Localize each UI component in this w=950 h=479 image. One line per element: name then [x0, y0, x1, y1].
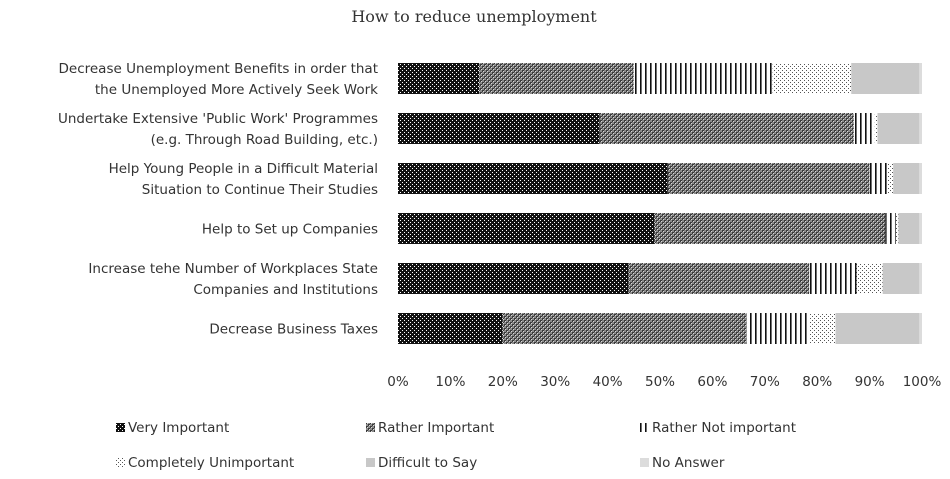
category-label: Decrease Unemployment Benefits in order … [59, 61, 379, 77]
bar-segment-very-important [398, 263, 629, 294]
bar-segment-completely-unimportant [809, 313, 836, 344]
bar-segment-no-answer [919, 163, 922, 194]
category-label: Help Young People in a Difficult Materia… [109, 161, 378, 177]
bar-segment-rather-not-important [885, 213, 896, 244]
bar-segment-completely-unimportant [895, 213, 899, 244]
bar-segment-rather-important [479, 63, 634, 94]
bar-segment-no-answer [919, 113, 922, 144]
bar-segment-rather-not-important [853, 113, 875, 144]
bar-segment-very-important [398, 163, 668, 194]
bar-segment-rather-not-important [809, 263, 857, 294]
bar-segment-completely-unimportant [772, 63, 852, 94]
legend-label: No Answer [652, 455, 725, 471]
category-labels: Decrease Unemployment Benefits in order … [58, 61, 378, 338]
x-tick-label: 50% [645, 374, 675, 390]
bar-segment-difficult-to-say [882, 263, 920, 294]
legend-swatch [116, 458, 125, 467]
category-label: Undertake Extensive 'Public Work' Progra… [58, 111, 378, 127]
bar-segment-rather-important [667, 163, 870, 194]
bars [398, 63, 922, 344]
bar-segment-difficult-to-say [877, 113, 920, 144]
legend-swatch [366, 423, 375, 432]
bar-segment-difficult-to-say [893, 163, 920, 194]
x-tick-label: 60% [697, 374, 727, 390]
category-label: Increase tehe Number of Workplaces State [88, 261, 378, 277]
bar-segment-difficult-to-say [898, 213, 920, 244]
x-tick-label: 100% [903, 374, 942, 390]
x-tick-label: 30% [540, 374, 570, 390]
x-tick-label: 90% [855, 374, 885, 390]
x-tick-label: 70% [750, 374, 780, 390]
bar-segment-completely-unimportant [887, 163, 894, 194]
legend-label: Rather Not important [652, 420, 796, 436]
legend-label: Very Important [128, 420, 229, 436]
bar-segment-no-answer [919, 63, 922, 94]
bar-segment-rather-not-important [633, 63, 773, 94]
x-tick-label: 0% [387, 374, 409, 390]
bar-segment-difficult-to-say [851, 63, 920, 94]
legend-swatch [640, 458, 649, 467]
x-axis-ticks: 0% 10% 20% 30% 40% 50% 60% 70% 80% 90% 100% [387, 374, 941, 390]
bar-segment-rather-important [654, 213, 886, 244]
bar-segment-difficult-to-say [835, 313, 920, 344]
legend-label: Completely Unimportant [128, 455, 294, 471]
bar-segment-very-important [398, 313, 503, 344]
category-label: Help to Set up Companies [202, 222, 378, 238]
bar-segment-very-important [398, 63, 480, 94]
bar-segment-no-answer [919, 313, 922, 344]
legend: Very Important Rather Important Rather Not… [116, 420, 796, 471]
legend-swatch [640, 423, 649, 432]
x-tick-label: 40% [593, 374, 623, 390]
bar-segment-rather-not-important [746, 313, 810, 344]
bar-segment-rather-important [628, 263, 810, 294]
legend-swatch [366, 458, 375, 467]
legend-label: Rather Important [378, 420, 494, 436]
bar-segment-no-answer [919, 263, 922, 294]
bar-segment-completely-unimportant [874, 113, 878, 144]
category-label: Situation to Continue Their Studies [142, 182, 378, 198]
category-label: the Unemployed More Actively Seek Work [95, 82, 378, 98]
bar-segment-rather-important [502, 313, 747, 344]
legend-swatch [116, 423, 125, 432]
bar-segment-very-important [398, 213, 655, 244]
category-label: Decrease Business Taxes [209, 322, 378, 338]
bar-segment-very-important [398, 113, 600, 144]
x-tick-label: 80% [802, 374, 832, 390]
x-tick-label: 20% [488, 374, 518, 390]
x-tick-label: 10% [435, 374, 465, 390]
chart-title: How to reduce unemployment [351, 7, 597, 26]
bar-segment-rather-important [599, 113, 854, 144]
category-label: Companies and Institutions [193, 282, 378, 298]
category-label: (e.g. Through Road Building, etc.) [151, 132, 378, 148]
bar-segment-completely-unimportant [856, 263, 883, 294]
bar-segment-rather-not-important [869, 163, 888, 194]
bar-segment-no-answer [919, 213, 922, 244]
legend-label: Difficult to Say [378, 455, 477, 471]
